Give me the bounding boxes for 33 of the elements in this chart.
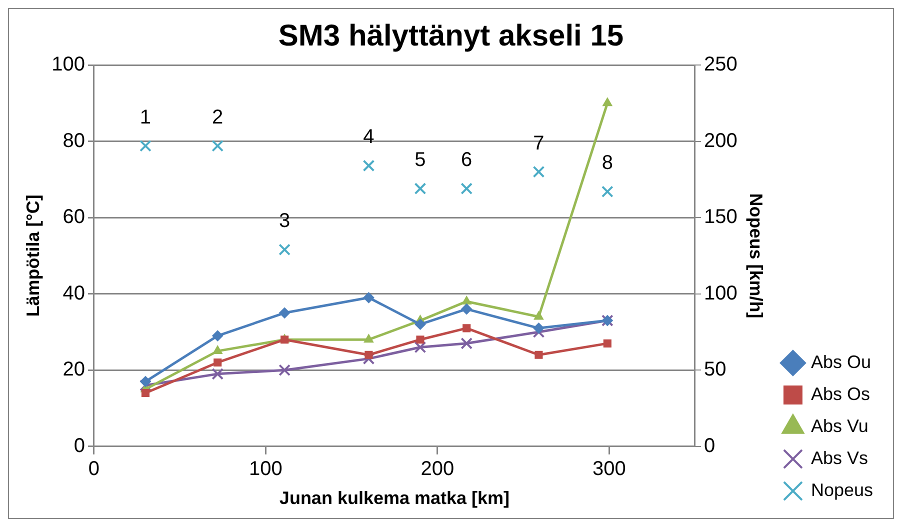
y2-axis-title: Nopeus [km/h] xyxy=(746,193,766,318)
legend-label: Nopeus xyxy=(810,480,874,500)
y2-tick-label: 200 xyxy=(704,130,738,152)
y2-tick-label: 250 xyxy=(704,54,738,76)
y2-tick-label: 100 xyxy=(704,282,738,304)
annotation: 6 xyxy=(461,149,472,172)
annotation: 3 xyxy=(279,210,290,232)
x-tick-label: 200 xyxy=(420,458,454,480)
annotation: 1 xyxy=(140,106,152,128)
y-tick-label: 60 xyxy=(62,206,85,228)
annotation: 7 xyxy=(533,132,544,154)
y-axis-title: Lämpötila [°C] xyxy=(22,194,43,317)
annotation: 5 xyxy=(414,149,426,172)
y-tick-label: 20 xyxy=(62,358,85,381)
y2-tick-label: 150 xyxy=(704,206,738,228)
x-tick-label: 0 xyxy=(88,458,100,480)
y-tick-label: 80 xyxy=(62,130,85,152)
chart-title: SM3 hälyttänyt akseli 15 xyxy=(278,19,624,52)
x-axis-title: Junan kulkema matka [km] xyxy=(279,488,510,508)
y2-tick-label: 50 xyxy=(704,358,726,381)
legend-label: Abs Vu xyxy=(810,416,868,436)
x-tick-label: 300 xyxy=(592,458,626,480)
y-tick-label: 100 xyxy=(52,54,85,76)
annotation: 2 xyxy=(212,106,224,128)
y-tick-label: 40 xyxy=(62,282,85,304)
y2-tick-label: 0 xyxy=(704,434,716,457)
legend-label: Abs Vs xyxy=(810,448,868,468)
annotation: 8 xyxy=(602,152,613,174)
legend-label: Abs Ou xyxy=(810,352,871,372)
legend-label: Abs Os xyxy=(810,384,870,404)
y-tick-label: 0 xyxy=(74,434,85,457)
x-tick-label: 100 xyxy=(249,458,282,480)
annotation: 4 xyxy=(363,126,374,148)
